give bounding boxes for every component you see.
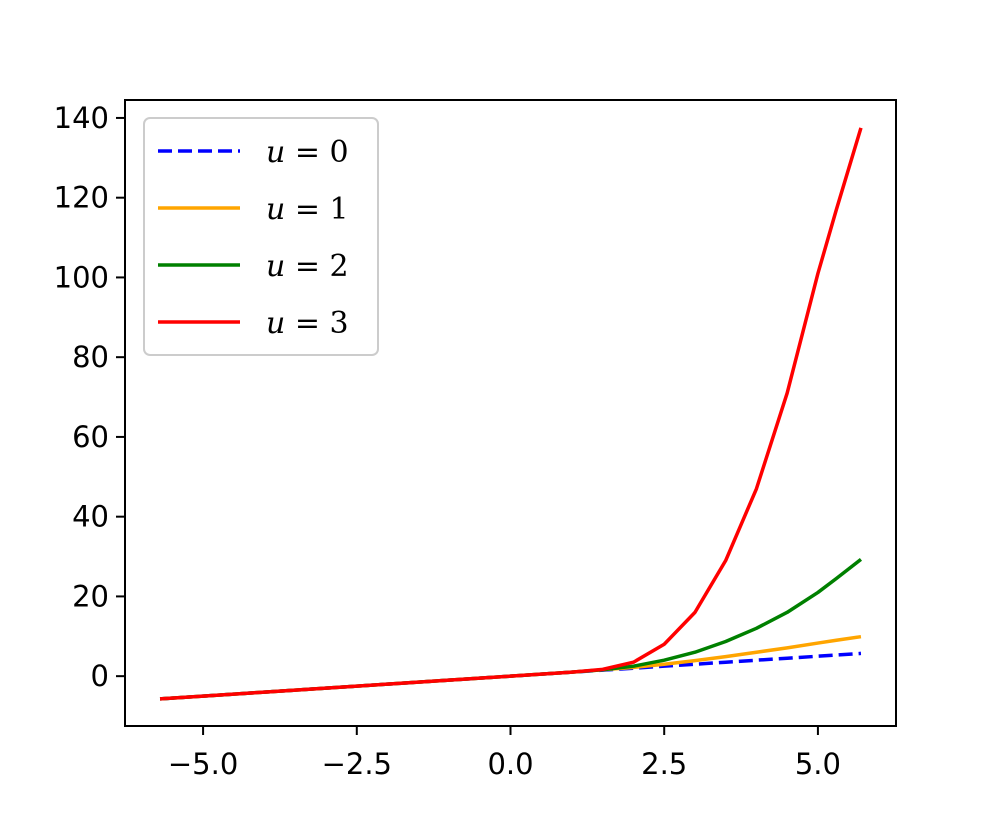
y-axis: 0 20 40 60 80 100 120 140: [54, 101, 125, 693]
x-axis: −5.0 −2.5 0.0 2.5 5.0: [168, 726, 841, 781]
legend-label-0: u = 0: [266, 135, 349, 170]
y-tick-label: 120: [54, 181, 109, 215]
x-tick-label: −5.0: [168, 747, 238, 781]
y-tick-label: 80: [72, 340, 109, 374]
y-tick-label: 140: [54, 101, 109, 135]
y-tick-label: 100: [54, 260, 109, 294]
x-tick-label: 5.0: [795, 747, 841, 781]
legend-label-3: u = 3: [266, 306, 349, 341]
y-tick-label: 40: [72, 500, 109, 534]
x-tick-label: 0.0: [487, 747, 533, 781]
y-tick-label: 60: [72, 420, 109, 454]
legend-label-2: u = 2: [266, 249, 349, 284]
legend-box: [143, 117, 379, 356]
series-line-3: [159, 127, 863, 701]
x-tick-label: 2.5: [641, 747, 687, 781]
y-tick-label: 20: [72, 579, 109, 613]
x-tick-label: −2.5: [322, 747, 392, 781]
legend: u = 0 u = 1 u = 2 u = 3: [143, 117, 379, 356]
plot-lines: [159, 127, 863, 701]
legend-label-1: u = 1: [266, 192, 349, 227]
y-tick-label: 0: [91, 659, 109, 693]
